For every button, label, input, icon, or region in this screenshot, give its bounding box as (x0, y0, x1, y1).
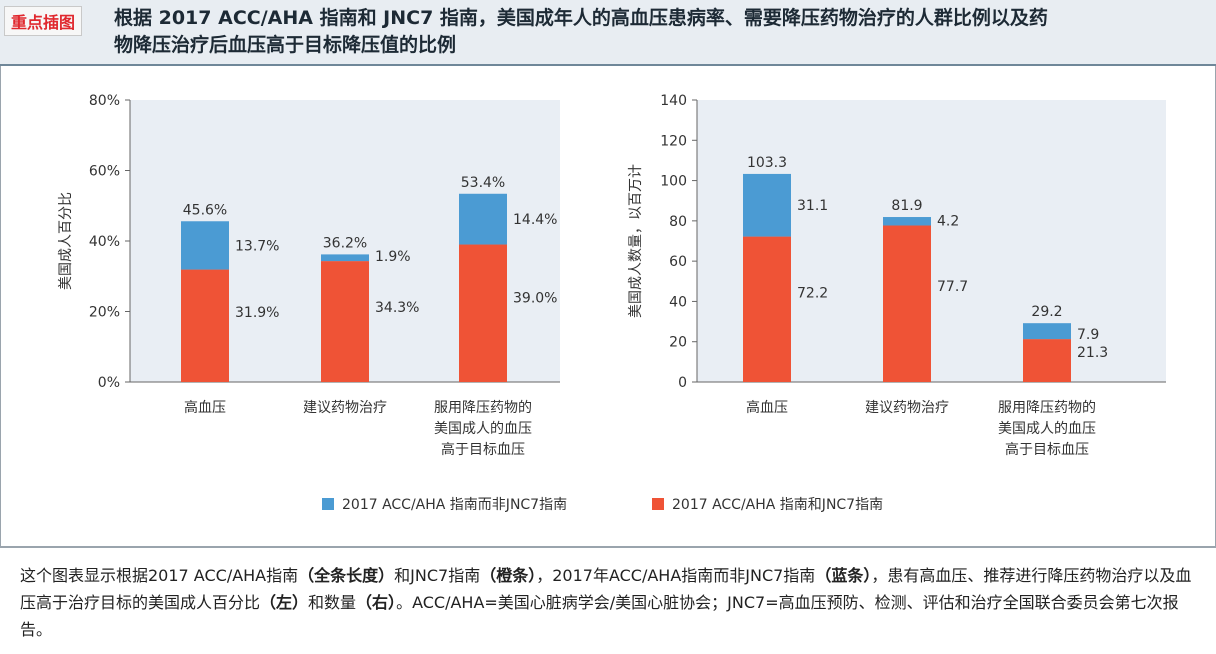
left-y-tick-label: 20% (89, 305, 120, 321)
figure-title: 根据 2017 ACC/AHA 指南和 JNC7 指南，美国成年人的高血压患病率… (114, 5, 1210, 59)
left-blue-segment-label: 13.7% (235, 238, 279, 254)
right-category-label: 美国成人的血压 (998, 421, 1096, 437)
right-blue-segment-label: 4.2 (937, 213, 959, 229)
left-blue-segment-label: 14.4% (513, 212, 557, 228)
legend-item-orange: 2017 ACC/AHA 指南和JNC7指南 (652, 494, 883, 514)
legend-label-orange: 2017 ACC/AHA 指南和JNC7指南 (672, 497, 884, 513)
left-blue-segment-label: 1.9% (375, 249, 411, 265)
right-y-axis-title: 美国成人数量，以百万计 (628, 164, 644, 318)
legend-label-blue: 2017 ACC/AHA 指南而非JNC7指南 (342, 497, 568, 513)
left-y-axis-title: 美国成人百分比 (58, 192, 74, 290)
figure-caption: 这个图表显示根据2017 ACC/AHA指南（全条长度）和JNC7指南（橙条），… (0, 546, 1216, 654)
caption-part-1: 这个图表显示根据2017 ACC/AHA指南 (20, 566, 299, 585)
right-y-tick-label: 100 (660, 174, 687, 190)
right-y-tick-label: 0 (678, 375, 687, 391)
right-category-label: 高于目标血压 (1005, 441, 1089, 458)
legend-item-blue: 2017 ACC/AHA 指南而非JNC7指南 (322, 494, 567, 514)
right-orange-segment-label: 21.3 (1077, 345, 1108, 361)
right-total-label: 29.2 (1031, 304, 1062, 320)
caption-text: 这个图表显示根据2017 ACC/AHA指南（全条长度）和JNC7指南（橙条），… (20, 562, 1200, 643)
left-bar-blue (321, 254, 369, 262)
left-category-label: 服用降压药物的 (434, 400, 532, 416)
left-bar-orange (321, 261, 369, 382)
charts-svg: 0% 20% 40% 60% 80% 美国成人百分比 45.6% 13.7% 31.9% 高血压 3… (58, 93, 1166, 458)
right-category-label: 高血压 (746, 399, 788, 416)
right-bar-orange (743, 236, 791, 382)
right-y-tick-label: 80 (669, 214, 687, 230)
figure-title-line1: 根据 2017 ACC/AHA 指南和 JNC7 指南，美国成年人的高血压患病率… (114, 7, 1048, 29)
highlight-tag: 重点插图 (4, 6, 83, 36)
left-y-tick-label: 60% (89, 164, 120, 180)
caption-bold-4: （左） (260, 593, 309, 612)
left-orange-segment-label: 34.3% (375, 300, 419, 316)
legend-swatch-orange (652, 498, 664, 510)
right-y-tick-label: 20 (669, 335, 687, 351)
left-category-label: 高血压 (184, 399, 226, 416)
right-bar-blue (1023, 323, 1071, 340)
right-y-tick-label: 140 (660, 93, 687, 109)
left-category-label: 高于目标血压 (441, 441, 525, 458)
caption-bold-1: （全条长度） (298, 566, 395, 585)
left-bar-orange (181, 269, 229, 382)
right-orange-segment-label: 72.2 (797, 286, 828, 302)
right-orange-segment-label: 77.7 (937, 279, 968, 295)
left-orange-segment-label: 31.9% (235, 305, 279, 321)
left-bar-blue (459, 193, 507, 245)
left-category-label: 美国成人的血压 (434, 421, 532, 437)
left-total-label: 36.2% (323, 235, 367, 251)
legend-swatch-blue (322, 498, 334, 510)
left-y-tick-label: 0% (98, 375, 120, 391)
left-total-label: 45.6% (183, 202, 227, 218)
right-y-tick-label: 120 (660, 133, 687, 149)
left-orange-segment-label: 39.0% (513, 290, 557, 306)
right-category-label: 建议药物治疗 (865, 400, 949, 416)
caption-bold-2: （橙条） (480, 566, 537, 585)
right-total-label: 103.3 (747, 155, 787, 171)
left-total-label: 53.4% (461, 175, 505, 191)
left-bar-orange (459, 244, 507, 382)
figure-header: 重点插图 根据 2017 ACC/AHA 指南和 JNC7 指南，美国成年人的高… (0, 0, 1216, 66)
right-blue-segment-label: 7.9 (1077, 327, 1099, 343)
left-category-label: 建议药物治疗 (303, 400, 387, 416)
caption-bold-5: （右） (356, 593, 397, 612)
right-bar-orange (1023, 339, 1071, 382)
left-y-tick-label: 80% (89, 93, 120, 109)
caption-part-3: ，2017年ACC/AHA指南而非JNC7指南 (536, 566, 816, 585)
right-bar-orange (883, 225, 931, 382)
right-bar-blue (883, 217, 931, 226)
right-y-tick-label: 40 (669, 294, 687, 310)
caption-bold-3: （蓝条） (815, 566, 872, 585)
figure-title-line2: 物降压治疗后血压高于目标降压值的比例 (114, 34, 457, 56)
left-bar-blue (181, 221, 229, 270)
caption-part-5: 和数量 (308, 593, 357, 612)
caption-part-4: ，患有高血压、推荐进行降压药物治疗以及血压高于治疗目标的美国成人百分比 (20, 566, 1192, 612)
right-total-label: 81.9 (891, 198, 922, 214)
caption-part-6: 。ACC/AHA=美国心脏病学会/美国心脏协会；JNC7=高血压预防、检测、评估… (20, 593, 1179, 639)
left-y-tick-label: 40% (89, 234, 120, 250)
right-blue-segment-label: 31.1 (797, 198, 828, 214)
caption-part-2: 和JNC7指南 (394, 566, 481, 585)
right-y-tick-label: 60 (669, 254, 687, 270)
right-bar-blue (743, 173, 791, 237)
right-category-label: 服用降压药物的 (998, 400, 1096, 416)
chart-area: 0% 20% 40% 60% 80% 美国成人百分比 45.6% 13.7% 31.9% 高血压 3… (0, 66, 1216, 542)
